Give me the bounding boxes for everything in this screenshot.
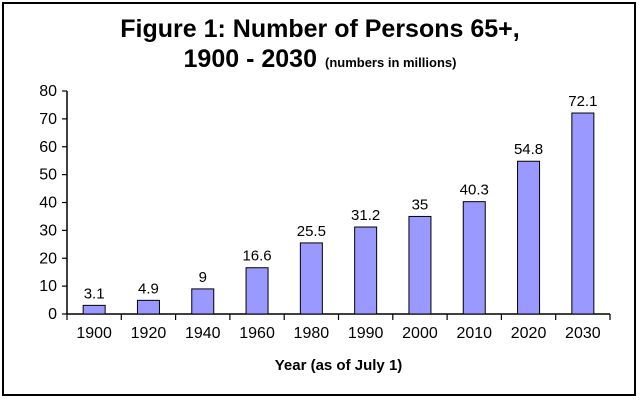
bar-1940 — [191, 288, 215, 315]
bar-1920 — [136, 299, 160, 315]
bar-2020 — [517, 160, 541, 315]
chart-title: Figure 1: Number of Persons 65+, 1900 - … — [0, 14, 640, 78]
bar-1980 — [299, 242, 323, 315]
chart-title-line2: 1900 - 2030 (numbers in millions) — [0, 44, 640, 78]
y-tick-label: 10 — [39, 278, 57, 295]
x-tick-label: 2010 — [456, 325, 492, 342]
y-tick-label: 40 — [39, 195, 57, 212]
x-tick-label: 1940 — [185, 325, 221, 342]
bars — [82, 112, 595, 315]
data-label-1900: 3.1 — [84, 285, 105, 302]
data-label-2000: 35 — [412, 196, 429, 213]
x-tick-label: 1980 — [294, 325, 330, 342]
y-tick-label: 60 — [39, 139, 57, 156]
bar-2000 — [408, 215, 432, 315]
x-axis-title: Year (as of July 1) — [275, 357, 403, 374]
bar-2030 — [571, 112, 595, 315]
y-tick-label: 0 — [48, 306, 57, 323]
chart-title-years: 1900 - 2030 — [183, 45, 317, 73]
y-tick-label: 20 — [39, 250, 57, 267]
bar-1960 — [245, 267, 269, 315]
x-tick-label: 1960 — [239, 325, 275, 342]
data-label-1940: 9 — [199, 269, 207, 286]
data-label-2010: 40.3 — [460, 182, 489, 199]
bar-2010 — [462, 201, 486, 315]
y-tick-label: 80 — [39, 83, 57, 100]
data-label-2030: 72.1 — [568, 93, 597, 110]
data-label-2020: 54.8 — [514, 141, 543, 158]
x-tick-label: 1920 — [131, 325, 167, 342]
y-tick-label: 50 — [39, 167, 57, 184]
chart-subtitle: (numbers in millions) — [324, 55, 457, 70]
x-tick-label: 1900 — [76, 325, 112, 342]
data-label-1960: 16.6 — [242, 248, 271, 265]
y-tick-label: 70 — [39, 111, 57, 128]
bar-1900 — [82, 304, 106, 315]
x-tick-label: 2020 — [511, 325, 547, 342]
data-label-1920: 4.9 — [138, 280, 159, 297]
x-tick-label: 1990 — [348, 325, 384, 342]
x-tick-label: 2030 — [565, 325, 601, 342]
data-labels: 3.1 4.9 9 16.6 25.5 31.2 35 40.3 54.8 72.1 — [84, 93, 598, 302]
x-tick-label: 2000 — [402, 325, 438, 342]
y-tick-label: 30 — [39, 222, 57, 239]
data-label-1990: 31.2 — [351, 207, 380, 224]
bar-1990 — [354, 226, 378, 315]
chart-title-line1: Figure 1: Number of Persons 65+, — [120, 15, 520, 43]
data-label-1980: 25.5 — [297, 223, 326, 240]
